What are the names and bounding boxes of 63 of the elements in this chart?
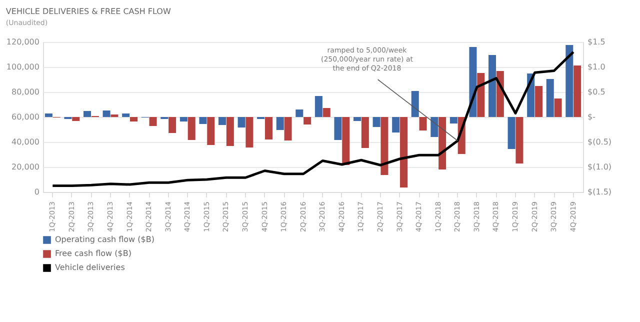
bar <box>72 117 80 121</box>
bar <box>264 117 272 140</box>
y2-tick-label: $(1.5) <box>588 188 612 196</box>
legend-label: Free cash flow ($B) <box>55 249 132 258</box>
bar <box>419 117 427 130</box>
y2-tick-label: $1.0 <box>588 62 606 72</box>
bar <box>554 98 562 117</box>
bar <box>322 108 330 117</box>
bar <box>207 117 215 145</box>
y-tick-label: 100,000 <box>6 62 40 72</box>
bar <box>361 117 369 148</box>
bar <box>44 114 52 117</box>
bar <box>450 117 458 124</box>
bar <box>508 117 516 149</box>
y-tick-label: 0 <box>34 188 40 196</box>
bar <box>488 55 496 117</box>
y-tick-label: 40,000 <box>12 138 40 146</box>
bar <box>180 117 188 122</box>
bar <box>238 117 246 128</box>
bar <box>102 110 110 117</box>
y2-tick-label: $- <box>588 112 596 122</box>
bar <box>380 117 388 175</box>
y-tick-label: 20,000 <box>12 162 40 172</box>
y-tick-label: 60,000 <box>12 112 40 122</box>
bar <box>566 45 574 117</box>
bar <box>534 86 542 117</box>
bar <box>276 117 284 130</box>
bar <box>342 117 350 165</box>
y-tick-label: 120,000 <box>6 38 40 46</box>
bar <box>168 117 176 133</box>
bar <box>574 66 582 117</box>
bar <box>199 117 207 124</box>
bar <box>149 117 157 126</box>
y2-tick-label: $1.5 <box>588 38 606 46</box>
bar <box>400 117 408 188</box>
bar <box>314 96 322 117</box>
bar <box>188 117 196 140</box>
bar <box>122 114 130 117</box>
y2-tick-label: $(0.5) <box>588 138 612 146</box>
bar <box>296 110 304 117</box>
bar <box>477 73 485 117</box>
y2-tick-label: $(1.0) <box>588 162 612 172</box>
y-tick-label: 80,000 <box>12 88 40 96</box>
bar <box>218 117 226 125</box>
bar <box>516 117 524 164</box>
bar <box>411 91 419 117</box>
bar <box>226 117 234 146</box>
chart-title: VEHICLE DELIVERIES & FREE CASH FLOW <box>6 7 171 16</box>
bar <box>304 117 312 124</box>
bar <box>284 117 292 140</box>
legend-label: Vehicle deliveries <box>55 263 125 272</box>
bar <box>392 117 400 132</box>
bar <box>246 117 254 148</box>
bar <box>438 117 446 170</box>
y2-tick-label: $0.5 <box>588 88 606 96</box>
bar <box>130 117 138 122</box>
bar <box>334 117 342 140</box>
bar <box>372 117 380 127</box>
legend-label: Operating cash flow ($B) <box>55 235 154 244</box>
bar <box>354 117 362 121</box>
bar <box>84 111 92 117</box>
bar <box>546 79 554 117</box>
bar <box>430 117 438 137</box>
